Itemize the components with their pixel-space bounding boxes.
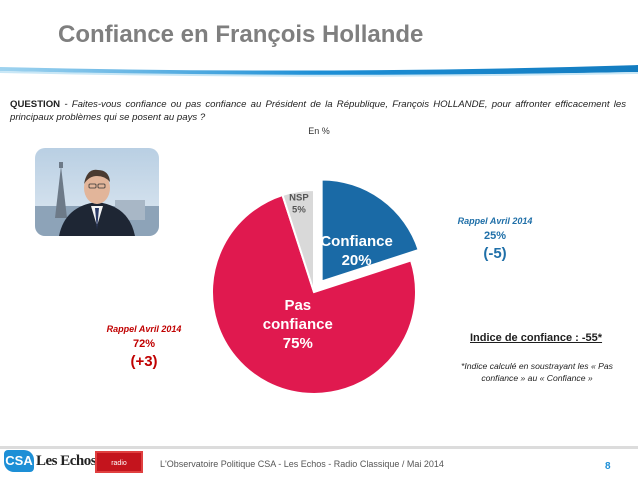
page-title: Confiance en François Hollande <box>58 21 424 48</box>
portrait-photo <box>35 148 159 236</box>
page-number: 8 <box>605 461 611 472</box>
slice-value-nsp: 5% <box>292 205 306 216</box>
pie-slice-pas-confiance <box>211 193 417 395</box>
question-text: QUESTION - Faites-vous confiance ou pas … <box>10 98 626 124</box>
confidence-index-note: *Indice calculé en soustrayant les « Pas… <box>461 361 613 383</box>
les-echos-logo: Les Echos <box>36 453 97 469</box>
pie-slice-confiance <box>320 178 420 283</box>
slice-label-pas-confiance: Pas <box>284 297 311 314</box>
slice-label-nsp: NSP <box>289 193 309 204</box>
csa-logo: CSA <box>4 450 34 472</box>
slice-value-pas-confiance: 75% <box>283 335 313 352</box>
slice-label-confiance: Confiance <box>320 233 393 250</box>
recall-confiance: Rappel Avril 2014 25% (-5) <box>446 216 544 262</box>
pie-slice-nsp <box>281 188 315 293</box>
radio-classique-logo: radio classique <box>95 451 143 489</box>
title-underline <box>0 65 638 77</box>
slice-value-confiance: 20% <box>342 252 372 269</box>
footer-source: L'Observatoire Politique CSA - Les Echos… <box>160 459 444 469</box>
slice-label-pas-confiance: confiance <box>263 316 333 333</box>
recall-right-delta: (-5) <box>483 245 507 262</box>
recall-pas-confiance: Rappel Avril 2014 72% (+3) <box>92 324 196 370</box>
recall-left-value: 72% <box>132 338 156 350</box>
confidence-index-title: Indice de confiance : -55* <box>470 332 603 344</box>
question-prefix: QUESTION <box>10 99 61 110</box>
footer-divider <box>0 446 638 449</box>
recall-left-label: Rappel Avril 2014 <box>106 324 182 334</box>
recall-left-delta: (+3) <box>130 353 158 370</box>
recall-right-label: Rappel Avril 2014 <box>457 216 533 226</box>
unit-label: En % <box>308 126 330 136</box>
recall-right-value: 25% <box>483 230 507 242</box>
question-body: - Faites-vous confiance ou pas confiance… <box>10 99 626 123</box>
